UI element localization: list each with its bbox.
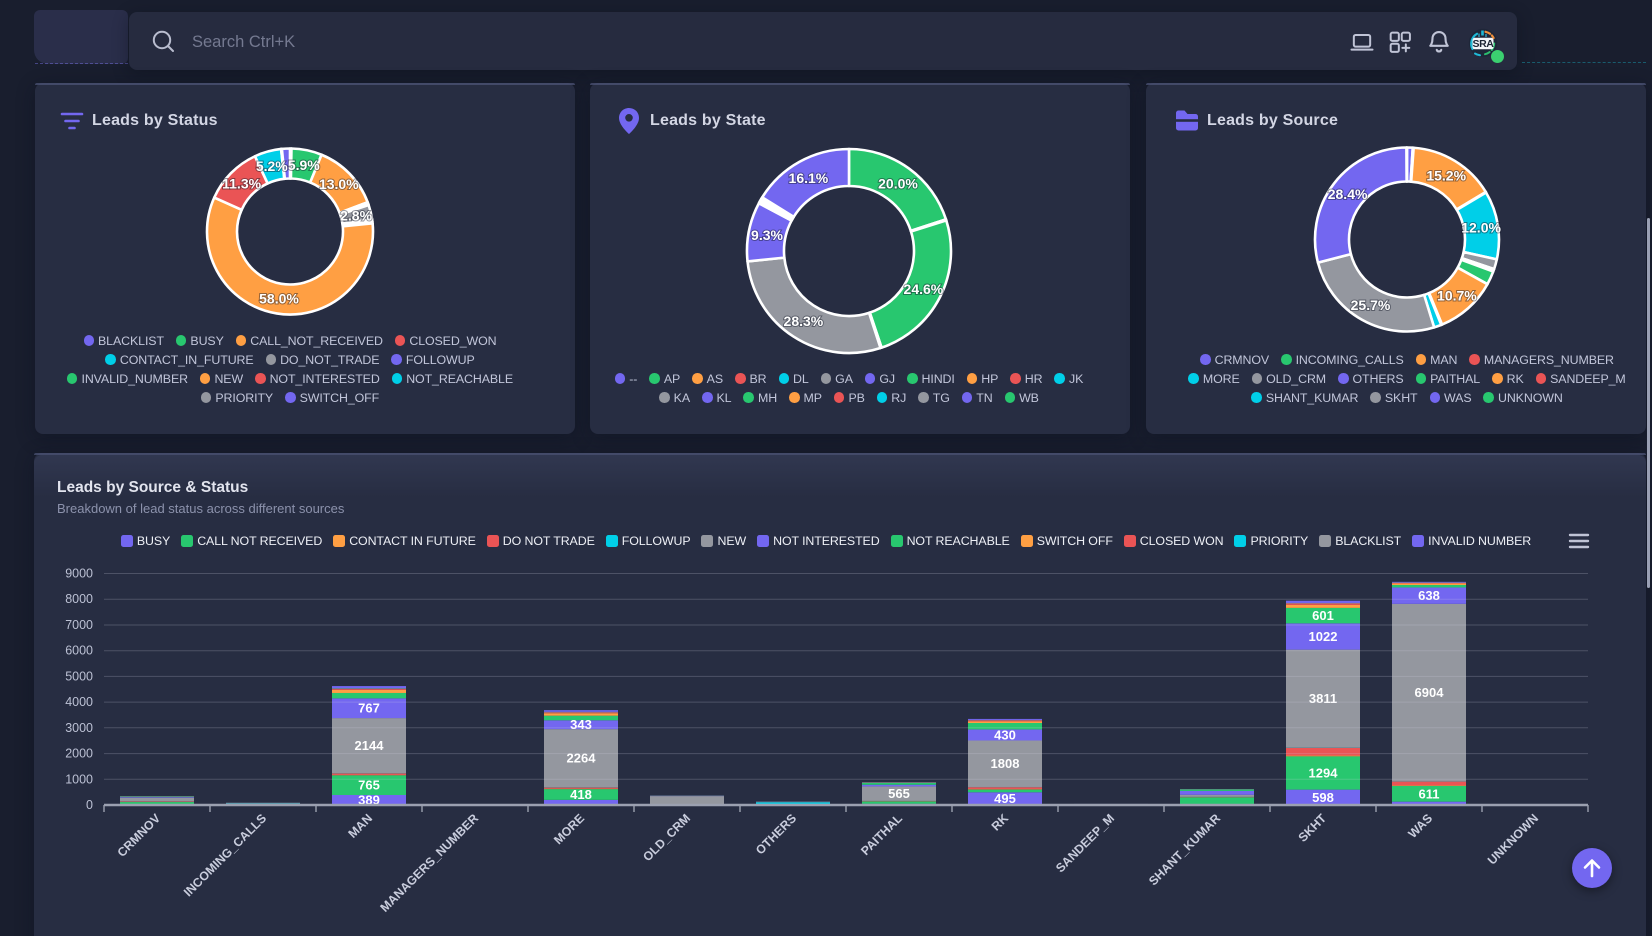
- svg-text:8000: 8000: [65, 592, 93, 606]
- svg-text:2264: 2264: [567, 751, 597, 766]
- svg-text:15.2%: 15.2%: [1426, 168, 1466, 184]
- svg-text:5.9%: 5.9%: [288, 157, 320, 173]
- svg-text:28.4%: 28.4%: [1328, 186, 1368, 202]
- svg-text:1022: 1022: [1309, 629, 1338, 644]
- svg-text:1000: 1000: [65, 772, 93, 786]
- svg-text:765: 765: [358, 778, 380, 793]
- svg-text:2000: 2000: [65, 747, 93, 761]
- svg-text:20.0%: 20.0%: [878, 175, 918, 191]
- svg-text:OLD_CRM: OLD_CRM: [640, 811, 693, 864]
- svg-text:13.0%: 13.0%: [319, 176, 359, 192]
- svg-text:INCOMING_CALLS: INCOMING_CALLS: [181, 811, 269, 899]
- svg-text:6000: 6000: [65, 644, 93, 658]
- svg-text:6904: 6904: [1415, 685, 1445, 700]
- svg-text:5000: 5000: [65, 669, 93, 683]
- svg-text:25.7%: 25.7%: [1351, 297, 1391, 313]
- svg-text:2144: 2144: [355, 738, 385, 753]
- svg-text:611: 611: [1419, 786, 1440, 801]
- svg-text:11.3%: 11.3%: [222, 176, 261, 192]
- svg-text:10.7%: 10.7%: [1437, 288, 1477, 304]
- svg-text:3000: 3000: [65, 721, 93, 735]
- svg-text:3811: 3811: [1309, 691, 1337, 706]
- svg-text:MAN: MAN: [345, 811, 375, 841]
- svg-text:389: 389: [358, 793, 380, 808]
- svg-text:MANAGERS_NUMBER: MANAGERS_NUMBER: [377, 811, 481, 915]
- svg-text:418: 418: [570, 787, 592, 802]
- svg-text:UNKNOWN: UNKNOWN: [1485, 811, 1541, 867]
- svg-text:16.1%: 16.1%: [789, 170, 829, 186]
- svg-text:OTHERS: OTHERS: [753, 811, 799, 857]
- svg-text:2.8%: 2.8%: [340, 208, 372, 224]
- svg-text:RK: RK: [989, 811, 1012, 834]
- svg-text:598: 598: [1312, 790, 1334, 805]
- svg-text:638: 638: [1418, 588, 1440, 603]
- svg-text:SRA: SRA: [1473, 38, 1495, 50]
- svg-text:MORE: MORE: [551, 811, 587, 847]
- svg-text:SANDEEP_M: SANDEEP_M: [1053, 811, 1117, 875]
- svg-text:SKHT: SKHT: [1296, 811, 1330, 845]
- svg-text:7000: 7000: [65, 618, 93, 632]
- svg-text:565: 565: [888, 786, 910, 801]
- svg-text:CRMNOV: CRMNOV: [115, 811, 164, 860]
- svg-text:58.0%: 58.0%: [259, 291, 299, 307]
- svg-text:SHANT_KUMAR: SHANT_KUMAR: [1146, 811, 1223, 888]
- svg-text:1808: 1808: [991, 756, 1020, 771]
- svg-text:PAITHAL: PAITHAL: [858, 811, 905, 858]
- svg-text:601: 601: [1312, 608, 1334, 623]
- svg-text:495: 495: [994, 791, 1016, 806]
- svg-text:4000: 4000: [65, 695, 93, 709]
- svg-text:WAS: WAS: [1405, 811, 1435, 841]
- svg-text:9.3%: 9.3%: [751, 227, 783, 243]
- svg-text:343: 343: [570, 717, 592, 732]
- svg-text:5.2%: 5.2%: [256, 158, 288, 174]
- svg-text:28.3%: 28.3%: [784, 313, 824, 329]
- svg-text:12.0%: 12.0%: [1461, 220, 1501, 236]
- svg-text:24.6%: 24.6%: [904, 281, 944, 297]
- svg-text:0: 0: [86, 798, 93, 812]
- svg-text:767: 767: [358, 701, 380, 716]
- svg-text:1294: 1294: [1309, 766, 1339, 781]
- svg-text:9000: 9000: [65, 567, 93, 581]
- svg-text:430: 430: [994, 728, 1016, 743]
